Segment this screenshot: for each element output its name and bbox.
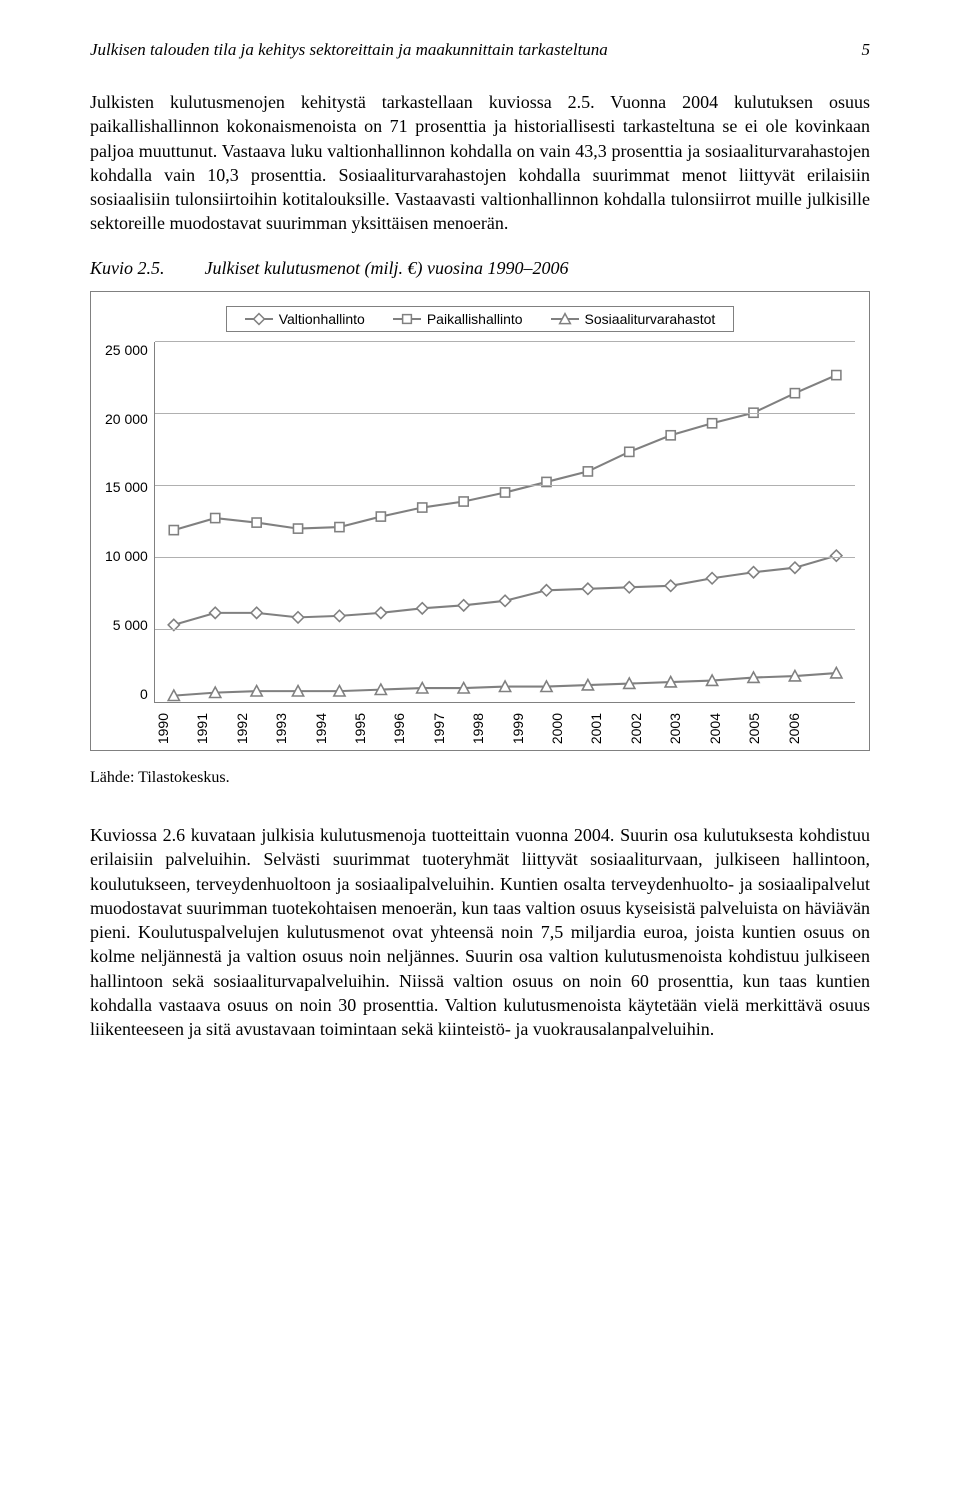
legend-label: Paikallishallinto <box>427 311 523 327</box>
chart-legend: Valtionhallinto Paikallishallinto Sosiaa… <box>226 306 735 332</box>
gridline <box>155 485 855 486</box>
x-tick-label: 2005 <box>746 713 785 744</box>
x-tick-label: 2001 <box>588 713 627 744</box>
x-axis: 1990199119921993199419951996199719981999… <box>155 713 825 744</box>
x-tick-label: 1999 <box>510 713 549 744</box>
legend-label: Sosiaaliturvarahastot <box>585 311 716 327</box>
y-tick-label: 10 000 <box>105 548 148 564</box>
figure-label: Kuvio 2.5. <box>90 258 200 279</box>
legend-item: Valtionhallinto <box>245 311 365 327</box>
legend-marker <box>551 318 579 320</box>
x-tick-label: 2004 <box>707 713 746 744</box>
chart-body: 25 000 20 000 15 000 10 000 5 000 0 <box>105 342 855 703</box>
legend-marker <box>393 318 421 320</box>
chart-container: Valtionhallinto Paikallishallinto Sosiaa… <box>90 291 870 751</box>
x-tick-label: 1995 <box>352 713 391 744</box>
x-tick-label: 1992 <box>234 713 273 744</box>
figure-source: Lähde: Tilastokeskus. <box>90 769 870 787</box>
gridline <box>155 629 855 630</box>
running-title: Julkisen talouden tila ja kehitys sektor… <box>90 40 608 60</box>
y-tick-label: 0 <box>140 686 148 702</box>
y-tick-label: 20 000 <box>105 411 148 427</box>
x-tick-label: 1990 <box>155 713 194 744</box>
y-tick-label: 5 000 <box>113 617 148 633</box>
y-axis: 25 000 20 000 15 000 10 000 5 000 0 <box>105 342 154 702</box>
gridline <box>155 557 855 558</box>
x-tick-label: 1991 <box>194 713 233 744</box>
paragraph-2: Kuviossa 2.6 kuvataan julkisia kulutusme… <box>90 823 870 1042</box>
legend-marker <box>245 318 273 320</box>
gridline <box>155 413 855 414</box>
gridline <box>155 341 855 342</box>
page: Julkisen talouden tila ja kehitys sektor… <box>0 0 960 1505</box>
running-header: Julkisen talouden tila ja kehitys sektor… <box>90 40 870 60</box>
y-tick-label: 15 000 <box>105 479 148 495</box>
x-tick-label: 1993 <box>273 713 312 744</box>
page-number: 5 <box>862 40 871 60</box>
paragraph-1: Julkisten kulutusmenojen kehitystä tarka… <box>90 90 870 236</box>
x-tick-label: 1997 <box>431 713 470 744</box>
x-tick-label: 1998 <box>470 713 509 744</box>
legend-item: Sosiaaliturvarahastot <box>551 311 716 327</box>
chart-svg <box>155 342 855 718</box>
figure-caption: Kuvio 2.5. Julkiset kulutusmenot (milj. … <box>90 258 870 279</box>
figure-title: Julkiset kulutusmenot (milj. €) vuosina … <box>205 258 569 278</box>
x-tick-label: 2000 <box>549 713 588 744</box>
legend-label: Valtionhallinto <box>279 311 365 327</box>
x-tick-label: 2006 <box>786 713 825 744</box>
x-tick-label: 2002 <box>628 713 667 744</box>
y-tick-label: 25 000 <box>105 342 148 358</box>
legend-item: Paikallishallinto <box>393 311 523 327</box>
x-tick-label: 2003 <box>667 713 706 744</box>
x-tick-label: 1994 <box>313 713 352 744</box>
x-tick-label: 1996 <box>391 713 430 744</box>
plot-area <box>154 342 855 703</box>
